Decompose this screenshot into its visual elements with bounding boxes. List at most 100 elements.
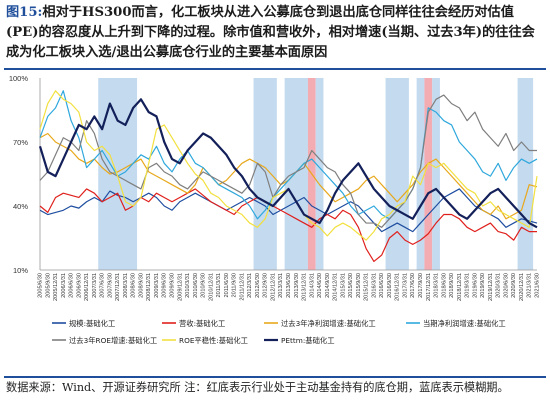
x-tick-label: 2017/3/31	[402, 273, 408, 298]
figure-label: 图15:	[6, 5, 43, 20]
y-tick-label: 100%	[9, 74, 29, 83]
legend-label: ROE平稳性:基础化工	[179, 336, 248, 345]
x-tick-label: 2018/9/30	[449, 273, 455, 298]
x-tick-label: 2014/3/31	[309, 273, 315, 298]
x-tick-label: 2018/12/31	[457, 273, 463, 301]
x-tick-label: 2008/3/31	[123, 273, 129, 298]
x-tick-label: 2013/6/30	[286, 273, 292, 298]
x-tick-label: 2013/9/30	[294, 273, 300, 298]
source-note: 数据来源：Wind、开源证券研究所 注：红底表示行业处于主动基金持有的底仓期，蓝…	[6, 381, 509, 394]
x-tick-label: 2020/12/31	[519, 273, 525, 301]
x-tick-label: 2013/3/31	[278, 273, 284, 298]
x-tick-label: 2008/12/31	[146, 273, 152, 301]
x-tick-label: 2020/9/30	[511, 273, 517, 298]
x-tick-label: 2015/9/30	[356, 273, 362, 298]
x-tick-label: 2012/9/30	[263, 273, 269, 298]
series-line-0	[39, 188, 538, 233]
x-tick-label: 2009/9/30	[170, 273, 176, 298]
x-tick-label: 2007/6/30	[100, 273, 106, 298]
x-tick-label: 2020/6/30	[503, 273, 509, 298]
figure-title: 图15:相对于HS300而言，化工板块从进入公募底仓到退出底仓同样往往会经历对估…	[6, 3, 546, 63]
x-tick-label: 2014/12/31	[333, 273, 339, 301]
x-tick-label: 2010/12/31	[208, 273, 214, 301]
x-tick-label: 2019/3/31	[465, 273, 471, 298]
x-tick-label: 2010/3/31	[185, 273, 191, 298]
series-line-4	[39, 94, 537, 228]
series-lines	[38, 90, 538, 263]
x-tick-label: 2018/3/31	[434, 273, 440, 298]
x-tick-label: 2015/12/31	[364, 273, 370, 301]
series-line-1	[39, 188, 537, 263]
x-tick-label: 2012/3/31	[247, 273, 253, 298]
figure-title-text: 相对于HS300而言，化工板块从进入公募底仓到退出底仓同样往往会经历对估值(PE…	[6, 5, 535, 60]
x-tick-label: 2007/9/30	[107, 273, 113, 298]
legend-label: PEttm:基础化工	[281, 336, 335, 345]
legend-label: 规模:基础化工	[69, 319, 115, 328]
x-tick-label: 2007/12/31	[115, 273, 121, 301]
x-axis-ticks: 2005/6/30 2005/9/30 2005/12/31 2006/3/31 200…	[37, 273, 540, 301]
x-tick-label: 2005/6/30	[37, 273, 43, 298]
x-tick-label: 2016/3/31	[371, 273, 377, 298]
blue-period-band-2	[284, 78, 308, 270]
x-tick-label: 2016/9/30	[387, 273, 393, 298]
x-tick-label: 2005/12/31	[53, 273, 59, 301]
x-tick-label: 2021/3/31	[527, 273, 533, 298]
x-tick-label: 2017/9/30	[418, 273, 424, 298]
blue-period-band-4	[315, 78, 324, 270]
x-tick-label: 2016/6/30	[379, 273, 385, 298]
blue-period-band-8	[432, 78, 440, 270]
x-tick-label: 2009/6/30	[162, 273, 168, 298]
x-tick-label: 2005/9/30	[45, 273, 51, 298]
legend-label: 过去3年ROE增速:基础化工	[69, 336, 157, 345]
x-tick-label: 2011/6/30	[224, 273, 230, 297]
legend-label: 当期净利润增速:基础化工	[423, 319, 506, 328]
top-rule	[4, 68, 546, 70]
x-tick-label: 2006/6/30	[69, 273, 75, 298]
x-tick-label: 2015/3/31	[340, 273, 346, 298]
x-tick-label: 2011/9/30	[232, 273, 238, 297]
x-tick-label: 2012/12/31	[270, 273, 276, 301]
x-tick-label: 2017/6/30	[410, 273, 416, 298]
x-tick-label: 2018/6/30	[441, 273, 447, 298]
x-tick-label: 2011/3/31	[216, 273, 222, 297]
x-tick-label: 2019/6/30	[472, 273, 478, 298]
legend-label: 过去3年净利润增速:基础化工	[281, 319, 376, 328]
x-tick-label: 2016/12/31	[395, 273, 401, 301]
x-tick-label: 2012/6/30	[255, 273, 261, 298]
x-tick-label: 2006/12/31	[84, 273, 90, 301]
blue-period-band-1	[253, 78, 277, 270]
y-tick-label: 70%	[13, 138, 28, 147]
x-tick-label: 2006/3/31	[61, 273, 67, 298]
x-tick-label: 2015/6/30	[348, 273, 354, 298]
blue-period-band-6	[416, 78, 425, 270]
shaded-periods	[98, 78, 534, 270]
x-tick-label: 2008/6/30	[131, 273, 137, 298]
y-tick-label: 40%	[13, 202, 28, 211]
blue-period-band-5	[385, 78, 409, 270]
series-line-6	[38, 98, 538, 229]
x-tick-label: 2019/12/31	[488, 273, 494, 301]
blue-period-band-0	[98, 78, 138, 270]
x-tick-label: 2017/12/31	[426, 273, 432, 301]
x-tick-label: 2010/6/30	[193, 273, 199, 298]
red-period-band-7	[424, 78, 433, 270]
x-tick-label: 2014/9/30	[325, 273, 331, 298]
line-chart: 10% 40% 70% 100% 2005/6/30 2005/9/30 2005/12/…	[9, 74, 541, 345]
x-tick-label: 2008/9/30	[138, 273, 144, 298]
x-tick-label: 2013/12/31	[302, 273, 308, 301]
x-tick-label: 2011/12/31	[239, 273, 245, 301]
y-tick-label: 10%	[13, 266, 28, 275]
legend-label: 营收:基础化工	[179, 319, 225, 328]
bottom-rule	[4, 376, 546, 378]
plot-area	[39, 78, 537, 271]
y-axis-ticks: 10% 40% 70% 100%	[9, 74, 29, 275]
x-tick-label: 2009/12/31	[177, 273, 183, 301]
legend: 规模:基础化工 营收:基础化工 过去3年净利润增速:基础化工 当期净利润增速:基础化工…	[52, 319, 506, 345]
x-tick-label: 2009/3/31	[154, 273, 160, 298]
x-tick-label: 2006/9/30	[76, 273, 82, 298]
blue-period-band-9	[517, 78, 534, 270]
x-tick-label: 2010/9/30	[201, 273, 207, 298]
x-tick-label: 2007/3/31	[92, 273, 98, 298]
x-tick-label: 2020/3/31	[496, 273, 502, 298]
x-tick-label: 2014/6/30	[317, 273, 323, 298]
